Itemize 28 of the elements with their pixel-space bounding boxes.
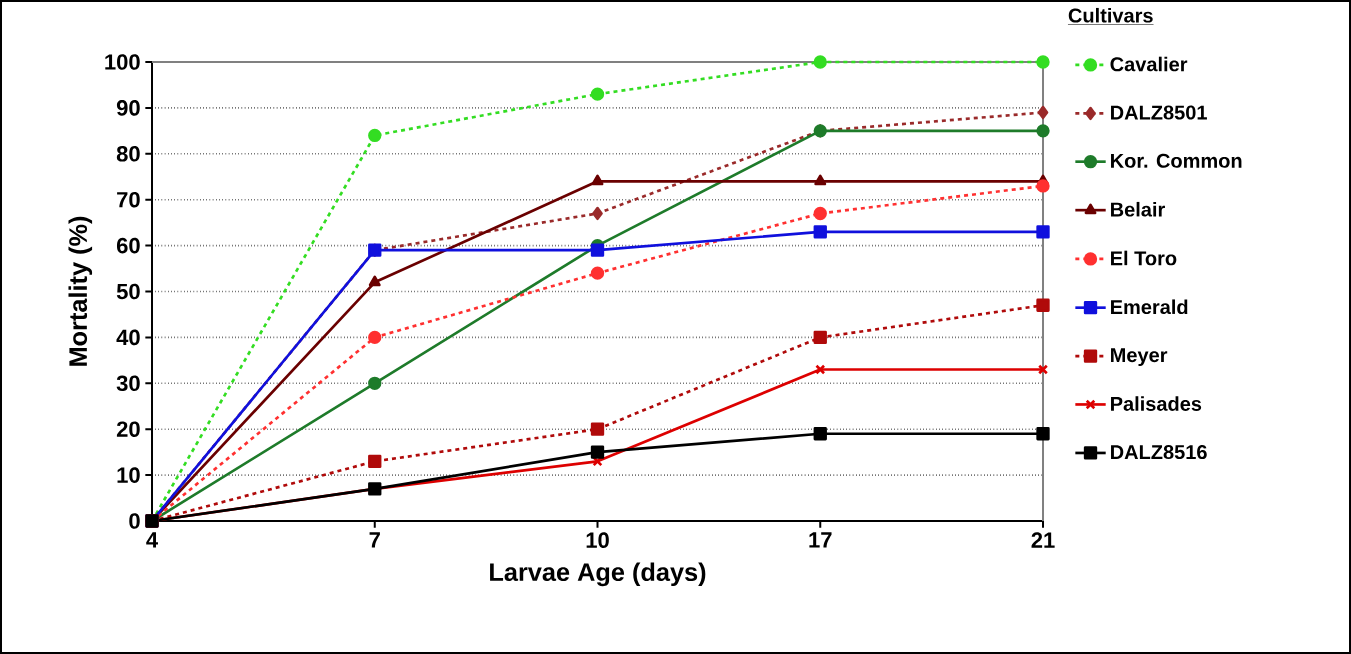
y-axis-title: Mortality (%)	[68, 216, 93, 366]
legend-label: Kor. Common	[1111, 153, 1242, 168]
y-tick-label: 40	[116, 329, 140, 346]
y-tick-label: 60	[116, 237, 140, 254]
y-tick-label: 70	[117, 191, 140, 208]
legend-label: DALZ8516	[1111, 444, 1207, 460]
y-tick-label: 80	[116, 146, 140, 162]
x-tick-label: 4	[146, 532, 158, 548]
y-tick-label: 90	[116, 100, 140, 116]
y-tick-label: 50	[116, 283, 140, 300]
legend-label: Meyer	[1111, 348, 1168, 367]
y-tick-label: 10	[117, 467, 140, 483]
y-tick-label: 20	[116, 421, 140, 437]
x-tick-label: 7	[369, 532, 380, 548]
y-tick-label: 0	[129, 513, 140, 529]
legend-label: El Toro	[1111, 250, 1177, 266]
x-axis-title: Larvae Age (days)	[490, 562, 706, 587]
legend-label: DALZ8501	[1111, 105, 1207, 120]
x-tick-label: 10	[586, 532, 609, 548]
legend-label: Cavalier	[1110, 56, 1188, 72]
legend-label: Emerald	[1111, 299, 1188, 315]
x-tick-label: 21	[1031, 532, 1055, 548]
legend-title: Cultivars	[1068, 7, 1153, 23]
legend-label: Palisades	[1111, 396, 1202, 411]
legend-label: Belair	[1111, 201, 1165, 217]
x-tick-label: 17	[809, 532, 832, 548]
y-tick-label: 30	[116, 375, 140, 392]
y-tick-label: 100	[105, 54, 140, 70]
